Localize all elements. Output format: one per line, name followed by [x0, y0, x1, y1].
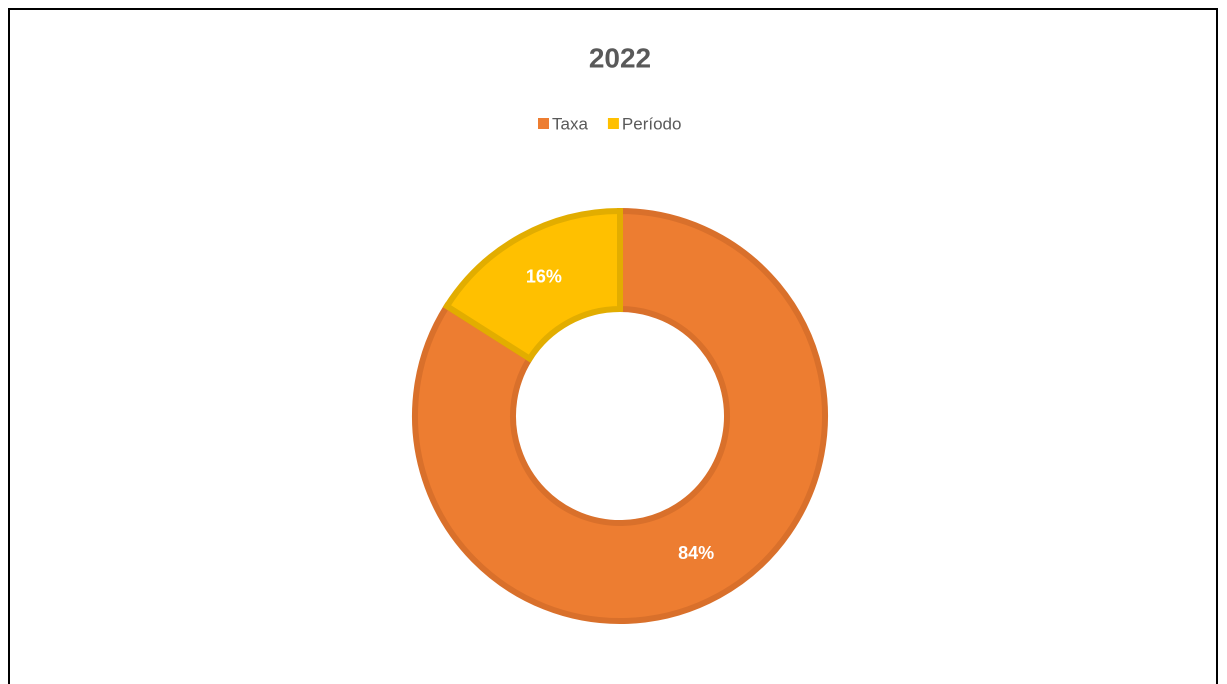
data-label: 16% — [526, 266, 562, 286]
legend-swatch — [538, 118, 549, 129]
data-label: 84% — [678, 543, 714, 563]
donut-slice — [412, 207, 828, 624]
chart-title: 2022 — [589, 42, 651, 73]
legend-label: Período — [622, 114, 682, 133]
legend-swatch — [607, 118, 619, 129]
legend-label: Taxa — [552, 114, 588, 133]
donut-slice — [442, 207, 623, 363]
